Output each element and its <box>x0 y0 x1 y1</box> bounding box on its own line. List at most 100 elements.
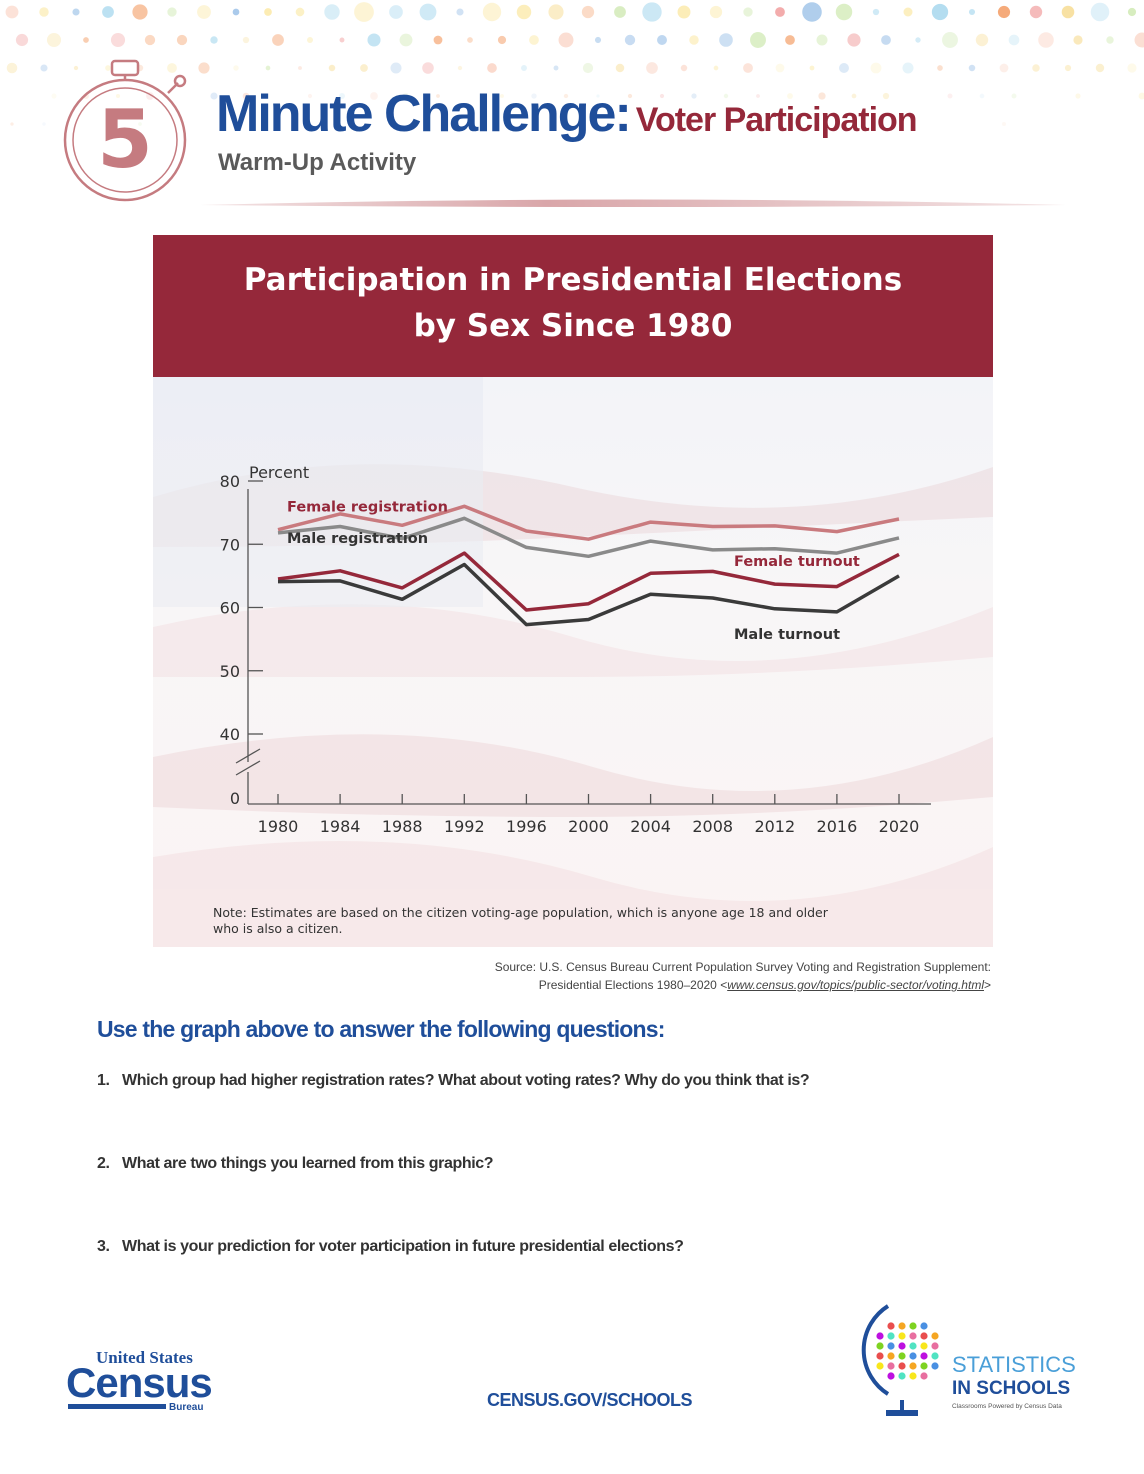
decorative-dot <box>709 5 723 19</box>
x-tick-label: 1988 <box>382 817 423 836</box>
source-line1: Source: U.S. Census Bureau Current Popul… <box>494 960 991 974</box>
question-number: 3. <box>97 1238 110 1255</box>
decorative-dot <box>1038 32 1054 48</box>
decorative-dot <box>835 3 853 21</box>
axis-break-mark <box>235 748 261 764</box>
sis-line2: IN SCHOOLS <box>952 1378 1070 1399</box>
decorative-dot <box>399 33 413 47</box>
decorative-dot <box>548 4 564 20</box>
decorative-dot <box>419 3 437 21</box>
decorative-dot <box>242 92 250 100</box>
decorative-dot <box>272 34 284 46</box>
decorative-dot <box>500 94 504 98</box>
page-subtitle: Warm-Up Activity <box>218 149 417 176</box>
decorative-dot <box>1061 5 1075 19</box>
decorative-dot <box>839 63 849 73</box>
decorative-dot <box>176 34 188 46</box>
decorative-dot <box>1106 36 1114 44</box>
decorative-dot <box>659 93 665 99</box>
decorative-dot <box>265 65 271 71</box>
globe-dot <box>931 1362 939 1370</box>
decorative-dot <box>997 5 1011 19</box>
decorative-dot <box>677 5 691 19</box>
question-number: 1. <box>97 1072 110 1089</box>
footer-url-link[interactable]: CENSUS.GOV/SCHOOLS <box>487 1390 693 1410</box>
question-1: 1. Which group had higher registration ra… <box>97 1072 810 1090</box>
decorative-dot <box>947 93 953 99</box>
decorative-dot <box>1090 2 1110 22</box>
decorative-dot <box>787 93 793 99</box>
globe-dot <box>898 1362 906 1370</box>
decorative-dot <box>756 94 760 98</box>
decorative-dot <box>457 65 463 71</box>
decorative-dot <box>39 7 49 17</box>
decorative-dot <box>487 63 497 73</box>
female-registration-line <box>277 504 900 541</box>
decorative-dot <box>1032 64 1040 72</box>
globe-dot <box>887 1322 895 1330</box>
title-sub: Voter Participation <box>635 101 918 139</box>
decorative-dot <box>144 34 156 46</box>
y-tick-label: 80 <box>220 472 240 491</box>
decorative-dot <box>581 5 595 19</box>
decorative-dot <box>531 93 537 99</box>
decorative-dot <box>529 35 539 45</box>
decorative-dot <box>110 32 126 48</box>
x-tick-label: 2016 <box>817 817 858 836</box>
decorative-dot <box>83 37 89 43</box>
decorative-dot <box>521 65 527 71</box>
decorative-dot <box>882 92 890 100</box>
chart-title-line1: Participation in Presidential Elections <box>243 262 903 298</box>
decorative-dot <box>138 122 142 126</box>
globe-dot <box>887 1352 895 1360</box>
decorative-dot <box>298 66 302 70</box>
x-tick-label: 1996 <box>506 817 547 836</box>
question-number: 2. <box>97 1155 110 1172</box>
decorative-dot <box>46 32 62 48</box>
decorative-dot <box>615 63 625 73</box>
decorative-dot <box>563 93 569 99</box>
chart-note: Note: Estimates are based on the citizen… <box>213 905 913 937</box>
axis-break-mark <box>235 760 261 776</box>
globe-dot <box>931 1342 939 1350</box>
decorative-dot <box>937 65 943 71</box>
globe-dot <box>898 1372 906 1380</box>
decorative-dot <box>6 62 18 74</box>
decorative-dot <box>785 35 795 45</box>
sis-tagline: Classrooms Powered by Census Data <box>952 1403 1062 1410</box>
y-tick-label: 0 <box>230 789 240 808</box>
y-tick-label: 40 <box>220 725 240 744</box>
census-logo-line2: Census <box>66 1359 212 1406</box>
decorative-dot <box>809 65 815 71</box>
globe-dot <box>876 1352 884 1360</box>
x-tick-label: 2008 <box>692 817 733 836</box>
chart-note-line2: who is also a citizen. <box>213 921 343 936</box>
decorative-dot <box>596 94 600 98</box>
globe-dot <box>887 1342 895 1350</box>
globe-dot <box>931 1332 939 1340</box>
question-text: Which group had higher registration rate… <box>122 1072 810 1089</box>
decorative-dot <box>72 8 80 16</box>
decorative-dot <box>915 37 921 43</box>
decorative-dot <box>942 32 958 48</box>
decorative-dot <box>903 7 913 17</box>
decorative-dot <box>802 2 822 22</box>
source-link[interactable]: www.census.gov/topics/public-sector/voti… <box>727 978 984 992</box>
x-tick-label: 2004 <box>630 817 671 836</box>
decorative-dot <box>775 7 785 17</box>
decorative-dot <box>816 34 828 46</box>
decorative-dot <box>624 34 636 46</box>
decorative-dot <box>306 36 314 44</box>
decorative-dot <box>370 92 378 100</box>
y-axis-label: Percent <box>249 463 309 482</box>
decorative-dot <box>233 65 239 71</box>
decorative-dot <box>1138 92 1144 100</box>
title-main: Minute Challenge: <box>216 85 632 143</box>
source-line2: Presidential Elections 1980–2020 <www.ce… <box>495 976 991 994</box>
decorative-dot <box>167 7 177 17</box>
census-logo-line3: Bureau <box>169 1402 203 1413</box>
decorative-dot <box>339 93 345 99</box>
x-tick-label: 2020 <box>879 817 920 836</box>
decorative-dot <box>167 63 177 73</box>
decorative-dot <box>15 33 29 47</box>
